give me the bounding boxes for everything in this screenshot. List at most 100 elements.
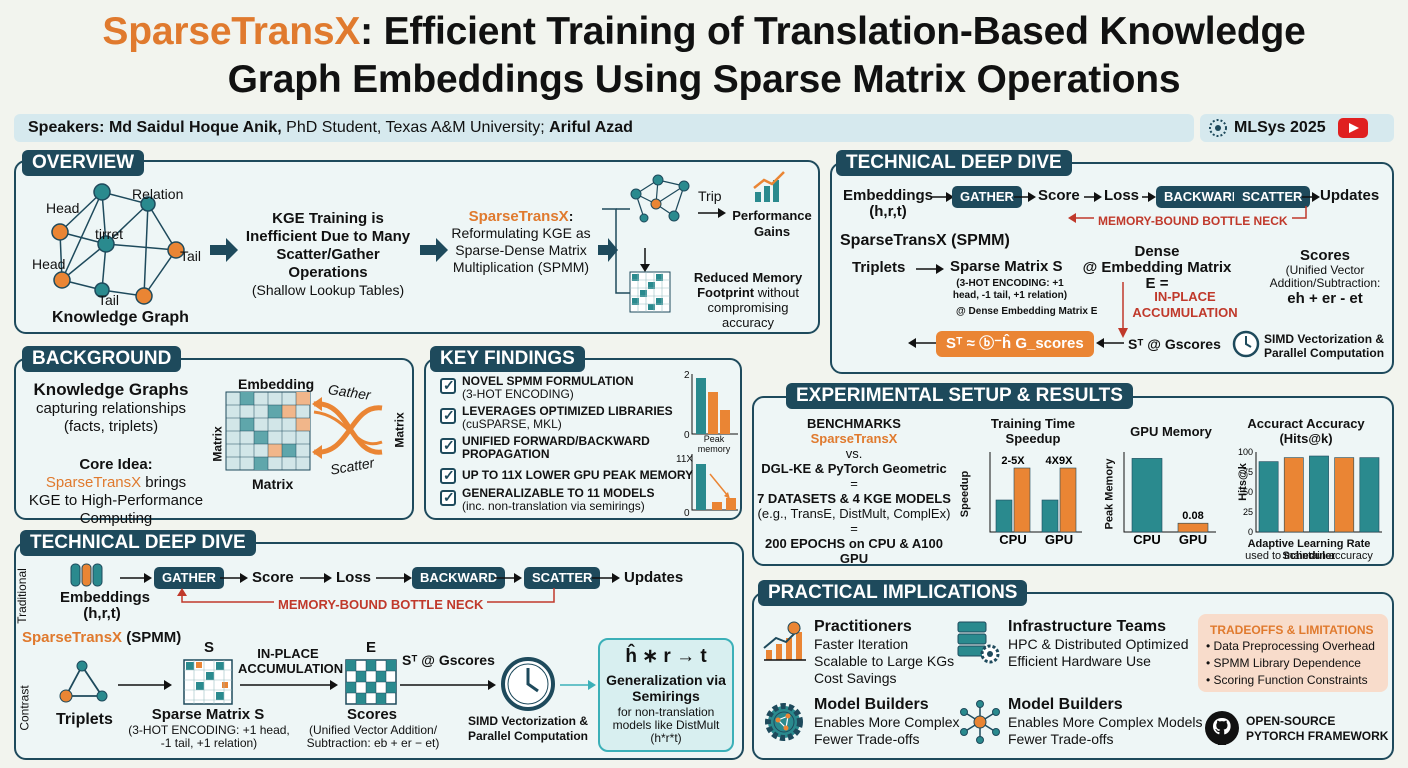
arrow-right-icon (494, 573, 522, 583)
finding-item: GENERALIZABLE TO 11 MODELS (inc. non-tra… (462, 487, 654, 513)
dd-bottom-scores-sub: (Unified Vector Addition/ Subtraction: e… (306, 723, 440, 750)
dd-top-triplets: Triplets (852, 259, 906, 276)
setup-eq2: = (850, 521, 858, 536)
dd-bottom-triplets: Triplets (56, 711, 113, 728)
category-label: GPU (1045, 532, 1073, 547)
semiring-sub: for non-translation models like DistMult… (612, 705, 720, 745)
mini-chart-tick-top: 2 (684, 370, 690, 381)
dd-bottom-contrast: Contrast (17, 685, 32, 731)
kg-label-tirret: tirret (95, 226, 123, 242)
clock-icon (1232, 330, 1260, 358)
bar (1059, 467, 1077, 533)
kg-label-relation: Relation (132, 186, 184, 202)
dd-top-backward-pill: BACKWARD (1156, 186, 1250, 208)
practitioners-line: Cost Savings (814, 670, 897, 686)
tradeoff-item: • Data Preprocessing Overhead (1206, 639, 1375, 653)
setup-heading: EXPERIMENTAL SETUP & RESULTS (786, 383, 1133, 409)
background-matrix-left: Matrix (210, 426, 225, 462)
bar (1334, 457, 1355, 533)
kg-label-tail-2: Tail (98, 292, 120, 308)
dd-bottom-scatter-pill: SCATTER (524, 567, 601, 589)
chart-memory-ylabel: Peak Memory (1103, 458, 1116, 530)
growth-chart-icon (763, 621, 806, 661)
setup-benchmarks-label: BENCHMARKS (807, 416, 901, 431)
arrow-right-icon (598, 238, 618, 262)
growth-chart-icon (753, 171, 785, 202)
checkbox-icon (440, 407, 456, 424)
setup-datasets: 7 DATASETS & 4 KGE MODELS (757, 491, 951, 506)
background-kg-sub: capturing relationships (facts, triplets… (35, 400, 187, 435)
arrow-down-icon (640, 248, 650, 272)
category-label: CPU (999, 532, 1026, 547)
arrow-right-icon (118, 680, 172, 690)
dd-bottom-e-label: E (366, 639, 377, 656)
chart-speedup-title: Training Time Speedup (990, 416, 1076, 446)
checkbox-icon (440, 467, 456, 484)
dd-top-dense-title: Dense (1134, 243, 1180, 260)
finding-item: NOVEL SPMM FORMULATION (3-HOT ENCODING) (462, 375, 634, 401)
bar (1177, 522, 1209, 533)
dd-top-embeddings-hrt: (h,r,t) (869, 203, 907, 220)
finding-bold: UP TO 11X LOWER GPU PEAK MEMORY (462, 468, 694, 482)
overview-solution-colon: : (568, 208, 574, 224)
youtube-icon[interactable] (1337, 118, 1368, 138)
knowledge-graph-caption: Knowledge Graph (52, 309, 189, 326)
dd-top-st-g: Sᵀ @ Gscores (1128, 336, 1221, 352)
dd-bottom-spmm-brand: SparseTransX (22, 629, 123, 646)
performance-gains: Performance Gains (732, 208, 812, 239)
mini-chart-11x: 11X (676, 454, 694, 465)
dd-bottom-gather-pill: GATHER (154, 567, 224, 589)
arrow-right-icon (932, 192, 954, 202)
finding-item: LEVERAGES OPTIMIZED LIBRARIES (cuSPARSE,… (462, 405, 673, 431)
arrow-right-icon (1084, 192, 1102, 202)
semiring-bold: Generalization via Semirings (606, 672, 726, 704)
dd-top-encoding: (3-HOT ENCODING: +1 head, -1 tail, +1 re… (952, 278, 1068, 301)
setup-models: (e.g., TransE, DistMult, ComplEx) (757, 506, 951, 521)
mini-chart-tick-zero: 0 (684, 430, 690, 441)
reduced-memory: Reduced Memory Footprint without comprom… (680, 270, 816, 330)
chart-speedup-ylabel: Speedup (959, 470, 972, 518)
clock-icon (501, 657, 555, 711)
background-matrix-right: Matrix (392, 412, 407, 448)
finding-bold: UNIFIED FORWARD/BACKWARD PROPAGATION (462, 434, 650, 461)
speakers-label: Speakers: (28, 119, 105, 136)
tick-label: 25 (1243, 507, 1253, 517)
overview-solution-text: Reformulating KGE as Sparse-Dense Matrix… (451, 225, 591, 275)
dd-bottom-embeddings-hrt: (h,r,t) (83, 605, 121, 622)
dd-bottom-encoding: (3-HOT ENCODING: +1 head, -1 tail, +1 re… (128, 723, 290, 750)
key-findings-heading: KEY FINDINGS (430, 346, 585, 372)
speaker-2-name: Ariful Azad (549, 119, 633, 136)
title-brand: SparseTransX (102, 10, 361, 53)
builders-2-block: Model Builders Enables More Complex Mode… (1008, 696, 1203, 748)
dd-top-scores-title: Scores (1299, 247, 1351, 264)
dd-top-spmm-title: SparseTransX (SPMM) (840, 232, 1010, 249)
finding-item: UNIFIED FORWARD/BACKWARD PROPAGATION (462, 435, 662, 461)
builders-1-block: Model Builders Enables More Complex Fewe… (814, 696, 960, 748)
dd-top-at-dense: @ Dense Embedding Matrix E (956, 306, 1098, 317)
dd-top-dense-eq: @ Embedding Matrix E = (1082, 259, 1232, 292)
title-line1: : Efficient Training of Translation-Base… (360, 10, 1306, 53)
tradeoff-item: • Scoring Function Constraints (1206, 673, 1368, 687)
dd-bottom-embeddings: Embeddings (h,r,t) (60, 589, 151, 622)
background-embedding-label: Embedding (238, 376, 315, 392)
gather-scatter-arrows (312, 397, 383, 459)
background-matrix-bottom: Matrix (252, 476, 294, 492)
dd-top-updates: Updates (1320, 187, 1380, 204)
dd-bottom-embeddings-label: Embeddings (60, 589, 151, 606)
dd-top-scatter-pill: SCATTER (1234, 186, 1311, 208)
deep-dive-bottom-heading: TECHNICAL DEEP DIVE (20, 530, 256, 556)
dd-bottom-updates: Updates (624, 569, 684, 586)
dd-top-sparse-s: Sparse Matrix S (950, 258, 1063, 275)
dd-top-embeddings: Embeddings (h,r,t) (840, 188, 936, 220)
dd-top-embeddings-label: Embeddings (842, 187, 933, 204)
finding-sub: (3-HOT ENCODING) (462, 387, 574, 401)
setup-eq1: = (850, 476, 858, 491)
overview-solution-brand: SparseTransX (468, 208, 569, 225)
chart-memory-title: GPU Memory (1130, 424, 1212, 439)
arrow-right-icon (210, 238, 238, 262)
dd-top-loss: Loss (1104, 187, 1140, 204)
speakers-bar: Speakers: Md Saidul Hoque Anik, PhD Stud… (14, 114, 1194, 142)
sparse-matrix-s-grid (183, 659, 233, 705)
github-icon[interactable] (1204, 710, 1240, 746)
venue-bar: MLSys 2025 (1200, 114, 1394, 142)
